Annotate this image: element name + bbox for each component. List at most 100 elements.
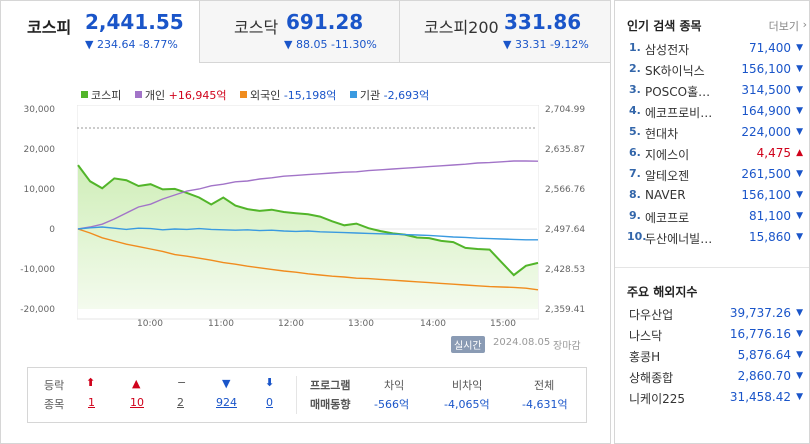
- stock-name: NAVER: [645, 188, 686, 202]
- overseas-item[interactable]: 상해종합 2,860.70 ▼: [627, 369, 803, 389]
- x-tick: 15:00: [490, 319, 516, 329]
- down-arrow-icon: ▼: [796, 308, 803, 318]
- tab-kospi200-value: 331.86: [504, 10, 582, 34]
- lower-limit-count[interactable]: 0: [266, 396, 273, 409]
- upper-limit-icon: ⬆: [86, 376, 96, 389]
- popular-item[interactable]: 4. 에코프로비… 164,900 ▼: [627, 104, 803, 124]
- tab-kospi200-change: ▼ 33.31 -9.12%: [503, 38, 589, 51]
- x-tick: 10:00: [137, 319, 163, 329]
- down-arrow-icon: ▼: [796, 190, 803, 200]
- tab-kospi-value: 2,441.55: [85, 10, 184, 34]
- rank-number: 8.: [629, 188, 641, 201]
- index-value: 5,876.64: [737, 348, 791, 362]
- down-arrow-icon: ▼: [796, 232, 803, 242]
- index-name: 다우산업: [629, 308, 674, 322]
- overseas-item[interactable]: 나스닥 16,776.16 ▼: [627, 327, 803, 347]
- flat-count[interactable]: 2: [177, 396, 184, 409]
- left-tick: 10,000: [23, 185, 56, 195]
- sidebar-divider: [615, 267, 809, 268]
- rank-number: 7.: [629, 167, 641, 180]
- overseas-item[interactable]: 니케이225 31,458.42 ▼: [627, 390, 803, 410]
- popular-item[interactable]: 3. POSCO홀… 314,500 ▼: [627, 83, 803, 103]
- left-tick: -20,000: [20, 305, 55, 315]
- rank-number: 5.: [629, 125, 641, 138]
- stock-price: 164,900: [741, 104, 791, 118]
- right-tick: 2,635.87: [545, 145, 586, 155]
- total-value: -4,631억: [522, 398, 568, 411]
- lower-limit-icon: ⬇: [265, 376, 275, 389]
- overseas-item[interactable]: 홍콩H 5,876.64 ▼: [627, 348, 803, 368]
- tab-kosdaq[interactable]: 코스닥 691.28 ▼ 88.05 -11.30%: [199, 1, 399, 63]
- tab-kospi[interactable]: 코스피 2,441.55 ▼ 234.64 -8.77%: [1, 1, 199, 63]
- program-label: 프로그램: [310, 379, 351, 392]
- legend-individual: 개인 +16,945억: [134, 87, 226, 103]
- tab-kosdaq-change: ▼ 88.05 -11.30%: [284, 38, 377, 51]
- overseas-title: 주요 해외지수: [627, 285, 698, 299]
- index-value: 16,776.16: [729, 327, 791, 341]
- more-link[interactable]: 더보기: [768, 20, 799, 33]
- rise-icon: ▲: [132, 377, 141, 390]
- rank-number: 4.: [629, 104, 641, 117]
- index-name: 나스닥: [629, 329, 663, 343]
- rise-count[interactable]: 10: [130, 396, 144, 409]
- index-name: 홍콩H: [629, 350, 661, 364]
- total-label: 전체: [534, 379, 555, 392]
- popular-item[interactable]: 5. 현대차 224,000 ▼: [627, 125, 803, 145]
- summary-divider: [296, 376, 297, 414]
- arb-value: -566억: [374, 398, 410, 411]
- stock-price: 224,000: [741, 125, 791, 139]
- popular-item[interactable]: 7. 알테오젠 261,500 ▼: [627, 167, 803, 187]
- popular-item[interactable]: 9. 에코프로 81,100 ▼: [627, 209, 803, 229]
- fall-count[interactable]: 924: [216, 396, 237, 409]
- popular-item[interactable]: 10. 두산에너빌… 15,860 ▼: [627, 230, 803, 250]
- tab-kospi200-name: 코스피200: [424, 18, 499, 37]
- stock-price: 15,860: [749, 230, 791, 244]
- index-value: 31,458.42: [729, 390, 791, 404]
- realtime-tag[interactable]: 실시간: [451, 336, 485, 353]
- stock-name: 알테오젠: [645, 169, 690, 183]
- right-tick: 2,428.53: [545, 265, 586, 275]
- tab-kospi-name: 코스피: [27, 18, 72, 37]
- intraday-chart: [77, 105, 539, 320]
- stock-name: 지에스이: [645, 148, 690, 162]
- tab-kospi200[interactable]: 코스피200 331.86 ▼ 33.31 -9.12%: [399, 1, 610, 63]
- left-tick: 30,000: [23, 105, 56, 115]
- down-arrow-icon: ▼: [796, 43, 803, 53]
- summary-label: 등락: [44, 379, 65, 392]
- tab-kosdaq-value: 691.28: [286, 10, 364, 34]
- stock-name: 에코프로: [645, 211, 690, 225]
- down-arrow-icon: ▼: [796, 169, 803, 179]
- market-summary: 등락 종목 ⬆ 1 ▲ 10 − 2 ▼ 924 ⬇ 0 프로그램 매매동향 차…: [27, 367, 587, 423]
- x-tick: 12:00: [278, 319, 304, 329]
- upper-limit-count[interactable]: 1: [88, 396, 95, 409]
- down-arrow-icon: ▼: [796, 371, 803, 381]
- popular-item[interactable]: 6. 지에스이 4,475 ▲: [627, 146, 803, 166]
- flat-icon: −: [177, 376, 187, 389]
- popular-title: 인기 검색 종목: [627, 19, 702, 33]
- more-chevron-icon: ›: [802, 18, 807, 31]
- popular-item[interactable]: 1. 삼성전자 71,400 ▼: [627, 41, 803, 61]
- down-arrow-icon: ▼: [796, 64, 803, 74]
- popular-item[interactable]: 8. NAVER 156,100 ▼: [627, 188, 803, 208]
- series-line-코스피: [77, 164, 539, 277]
- chart-legend: 코스피 개인 +16,945억 외국인 -15,198억 기관 -2,693억: [81, 87, 439, 103]
- down-arrow-icon: ▼: [796, 329, 803, 339]
- index-value: 2,860.70: [737, 369, 791, 383]
- down-arrow-icon: ▼: [796, 350, 803, 360]
- down-arrow-icon: ▼: [796, 127, 803, 137]
- overseas-item[interactable]: 다우산업 39,737.26 ▼: [627, 306, 803, 326]
- stock-name: 두산에너빌…: [645, 232, 713, 246]
- stock-price: 261,500: [741, 167, 791, 181]
- down-arrow-icon: ▼: [796, 211, 803, 221]
- index-value: 39,737.26: [729, 306, 791, 320]
- sidebar: 인기 검색 종목 더보기 › 1. 삼성전자 71,400 ▼ 2. SK하이닉…: [614, 0, 810, 444]
- fall-icon: ▼: [222, 377, 231, 390]
- down-arrow-icon: ▼: [796, 85, 803, 95]
- x-tick: 14:00: [420, 319, 446, 329]
- nonarb-value: -4,065억: [444, 398, 490, 411]
- kospi-area: [78, 165, 538, 309]
- stock-name: 삼성전자: [645, 43, 690, 57]
- stock-name: 현대차: [645, 127, 679, 141]
- index-name: 니케이225: [629, 392, 686, 406]
- popular-item[interactable]: 2. SK하이닉스 156,100 ▼: [627, 62, 803, 82]
